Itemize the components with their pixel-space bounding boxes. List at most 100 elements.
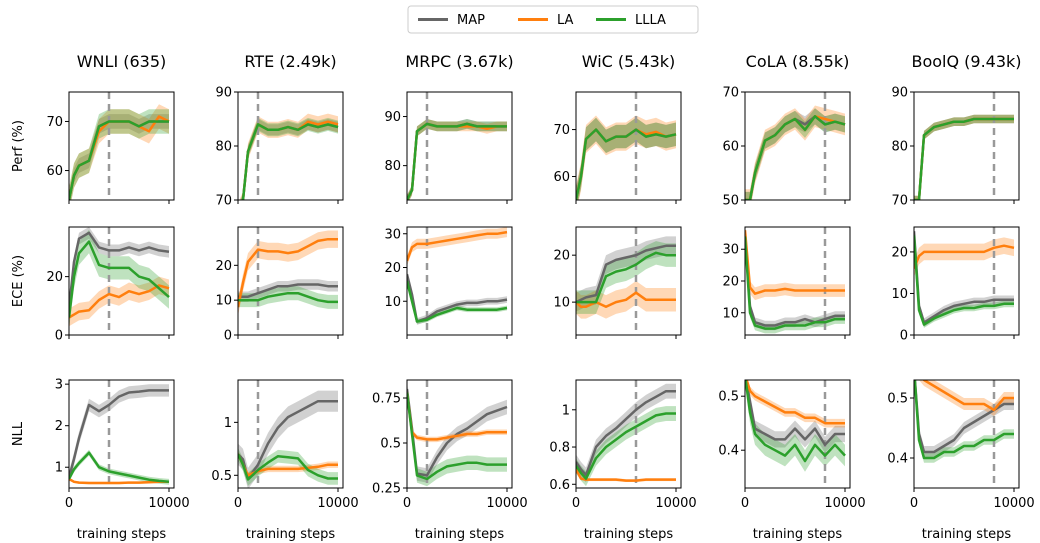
y-tick-label: 0.25 [372,482,401,497]
y-tick-label: 20 [215,259,232,274]
band-la [69,276,169,327]
y-tick-label: 20 [722,275,739,290]
y-tick-label: 10 [722,306,739,321]
band-llla [576,241,676,314]
panel-frame [913,226,1020,336]
band-map [240,119,338,200]
band-llla [69,109,169,200]
y-tick-label: 0.5 [211,469,232,484]
x-tick-label: 10000 [655,496,696,511]
panel: 0 10 20 [891,226,1020,344]
y-tick-label: 1 [55,461,63,476]
legend-la-label: LA [557,13,574,28]
series-line-map [745,380,845,447]
panel-title: WiC (5.43k) [582,52,676,71]
series-line-la [922,380,1014,412]
plot-area [69,227,170,335]
band-map [407,270,507,325]
series-line-la [407,122,507,200]
series-line-la [407,230,508,262]
y-tick-label: 70 [553,123,570,138]
plot-area [407,380,508,488]
y-tick-label: 60 [722,140,739,155]
panel-title: RTE (2.49k) [244,52,336,71]
band-llla [914,380,1014,463]
plot-area [69,380,170,488]
panel-frame [575,226,682,336]
series-line-llla [745,236,845,330]
panel: 70 80 90 [215,86,344,209]
band-llla [576,117,676,200]
band-llla [239,117,338,200]
y-tick-label: 90 [384,110,401,125]
y-tick-label: 0 [224,329,232,344]
panel: 0 10 20 [215,226,344,344]
plot-area [745,92,846,200]
band-map [69,384,169,484]
band-map [745,228,845,331]
panel: 0.4 0.5 0 10000 [718,379,866,511]
band-llla [914,232,1014,328]
band-llla [914,114,1014,200]
panel: 80 90 [384,91,513,204]
series-line-llla [914,380,1014,460]
series-line-la [69,477,169,485]
panel-frame [68,226,175,336]
panel-frame [237,91,344,201]
series-line-la [745,230,845,295]
series-line-llla [745,380,846,463]
panel-frame [913,379,1020,489]
series-line-llla [241,123,339,200]
panel-frame [68,379,175,489]
plot-area [914,227,1015,335]
plot-area [69,92,170,200]
panel: 0 20 ECE (%) [11,226,175,344]
panel: 60 70 Perf (%) [11,91,175,204]
band-la [407,227,507,266]
plot-area [745,380,846,488]
x-tick-label: 10000 [993,496,1034,511]
series-line-map [69,389,169,478]
panel: 10 20 30 [722,226,851,339]
y-tick-label: 0.4 [718,444,739,459]
y-tick-label: 80 [891,140,908,155]
band-la [914,114,1014,200]
panel: 0.25 0.5 0.75 0 10000 [372,379,528,511]
series-line-map [576,244,676,304]
series-line-llla [576,251,676,304]
x-tick-label: 10000 [317,496,358,511]
band-la [914,237,1014,277]
series-line-map [69,231,170,309]
plot-area [238,227,338,335]
y-tick-label: 3 [55,378,63,393]
x-axis-label: training steps [922,527,1012,542]
x-axis-label: training steps [753,527,843,542]
y-tick-label: 10 [553,296,570,311]
series-line-llla [407,280,508,323]
series-line-llla [407,122,507,200]
y-tick-label: 70 [215,194,232,209]
x-tick-label: 0 [65,496,73,511]
band-map [576,117,676,200]
panel-frame [913,91,1020,201]
panel-frame [237,226,344,336]
x-tick-label: 10000 [486,496,527,511]
x-tick-label: 0 [910,496,918,511]
y-tick-label: 30 [722,243,739,258]
y-tick-label: 0.4 [887,452,908,467]
y-tick-label: 0.6 [549,478,570,493]
y-tick-label: 80 [384,159,401,174]
x-tick-label: 10000 [824,496,865,511]
series-line-map [407,122,507,200]
panel: 0.5 1 0 10000 [211,379,359,511]
x-axis-label: training steps [246,527,336,542]
y-tick-label: 10 [384,295,401,310]
plot-area [407,227,508,335]
plot-area [238,380,338,488]
y-tick-label: 90 [215,86,232,101]
series-line-llla [69,451,170,484]
band-la [238,230,338,316]
band-map [407,381,507,483]
panel-title: BoolQ (9.43k) [911,52,1021,71]
